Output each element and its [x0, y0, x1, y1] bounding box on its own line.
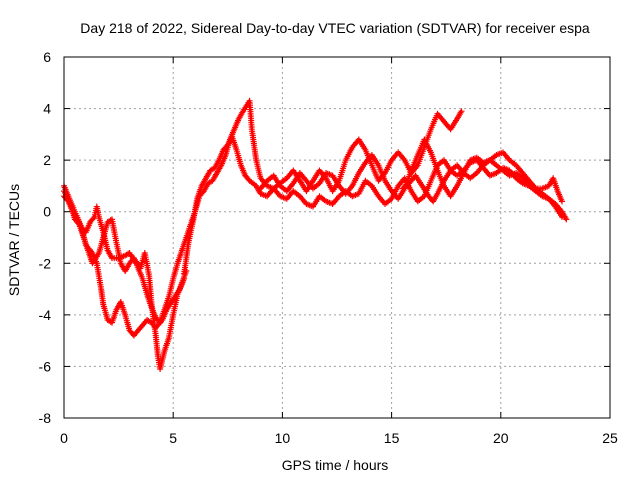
- x-tick-label: 5: [169, 430, 177, 446]
- grid: [64, 57, 610, 418]
- y-tick-label: 2: [43, 152, 51, 168]
- x-tick-label: 15: [384, 430, 400, 446]
- series-track-d: [181, 133, 570, 277]
- tick-labels: 0 5 10 15 20 25 -8 -6 -4 -2 0 2 4 6: [39, 49, 618, 446]
- chart-title: Day 218 of 2022, Sidereal Day-to-day VTE…: [80, 20, 590, 36]
- x-tick-label: 20: [493, 430, 509, 446]
- series-layer: [61, 97, 570, 372]
- x-tick-label: 0: [60, 430, 68, 446]
- series-markers: [399, 157, 565, 220]
- y-tick-label: -6: [39, 358, 52, 374]
- series-track-f: [399, 157, 565, 220]
- y-tick-label: -2: [39, 255, 52, 271]
- plot-frame: [63, 56, 611, 419]
- y-tick-label: -8: [39, 410, 52, 426]
- y-axis-label: SDTVAR / TECUs: [6, 184, 22, 296]
- x-tick-label: 10: [275, 430, 291, 446]
- x-axis-label: GPS time / hours: [282, 457, 389, 473]
- x-tick-label: 25: [602, 430, 618, 446]
- y-tick-label: 4: [43, 101, 51, 117]
- y-tick-label: -4: [39, 307, 52, 323]
- y-tick-label: 0: [43, 204, 51, 220]
- y-tick-label: 6: [43, 49, 51, 65]
- ticks: [63, 56, 611, 419]
